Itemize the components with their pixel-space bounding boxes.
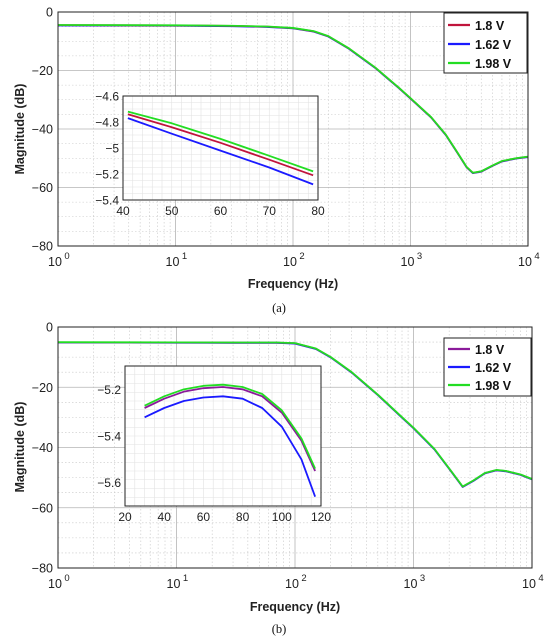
- inset-y-tick-label: −5.4: [95, 194, 119, 208]
- chart-b-inset-ticks: −5.2 −5.4 −5.6 20 40 60 80 100 120: [97, 383, 331, 524]
- chart-b-ylabel: Magnitude (dB): [13, 402, 27, 493]
- inset-x-tick-label: 80: [236, 510, 250, 524]
- inset-y-tick-label: −5.4: [97, 430, 121, 444]
- y-tick-label: −40: [32, 123, 53, 137]
- inset-y-tick-label: −4.8: [95, 116, 119, 130]
- chart-a-legend: 1.8 V 1.62 V 1.98 V: [443, 12, 528, 74]
- chart-a-lines: [57, 24, 529, 175]
- x-tick-label: 10: [48, 577, 62, 591]
- x-tick-exponent: 4: [534, 251, 539, 262]
- inset-x-tick-label: 60: [197, 510, 211, 524]
- inset-x-tick-label: 20: [118, 510, 132, 524]
- x-tick-label: 10: [285, 577, 299, 591]
- inset-x-tick-label: 40: [158, 510, 172, 524]
- chart-a-ylabel: Magnitude (dB): [13, 84, 27, 175]
- inset-x-tick-label: 70: [263, 204, 277, 218]
- chart-b-frame: [57, 326, 533, 569]
- x-tick-label: 10: [401, 255, 415, 269]
- x-tick-exponent: 4: [538, 573, 543, 584]
- inset-x-tick-label: 80: [311, 204, 325, 218]
- legend-a-label-1: 1.8 V: [475, 19, 505, 33]
- inset-x-tick-label: 40: [116, 204, 130, 218]
- y-tick-label: −20: [32, 64, 53, 78]
- inset-y-tick-label: −5.6: [97, 476, 121, 490]
- x-tick-exponent: 0: [64, 251, 69, 262]
- chart-b-xlabel: Frequency (Hz): [250, 600, 340, 614]
- chart-b-caption: (b): [272, 622, 287, 636]
- inset-x-tick-label: 50: [165, 204, 179, 218]
- x-tick-exponent: 2: [301, 573, 306, 584]
- x-tick-exponent: 3: [420, 573, 425, 584]
- x-tick-label: 10: [518, 255, 532, 269]
- inset-y-tick-label: −4.6: [95, 90, 119, 104]
- inset-x-tick-label: 120: [311, 510, 331, 524]
- chart-b-inset-lines: [144, 383, 316, 497]
- chart-a-inset-lines: [127, 110, 314, 186]
- inset-series-line-2: [144, 395, 316, 497]
- y-tick-label: −60: [32, 501, 53, 515]
- inset-series-line-1: [127, 113, 314, 177]
- inset-y-tick-label: −5: [105, 142, 119, 156]
- legend-b-label-3: 1.98 V: [475, 379, 512, 393]
- inset-series-line-3: [127, 110, 314, 173]
- x-tick-label: 10: [522, 577, 536, 591]
- legend-b-label-1: 1.8 V: [475, 343, 505, 357]
- y-tick-label: −40: [32, 441, 53, 455]
- x-tick-exponent: 1: [183, 573, 188, 584]
- chart-a-inset-ticks: −4.6 −4.8 −5 −5.2 −5.440 50 60 70 80: [95, 90, 325, 219]
- x-tick-label: 10: [283, 255, 297, 269]
- chart-a-inset-frame: [122, 95, 319, 201]
- inset-series-line-2: [127, 117, 314, 186]
- x-tick-exponent: 3: [417, 251, 422, 262]
- chart-a-frame: [57, 11, 529, 247]
- chart-b-lines: [57, 341, 533, 488]
- chart-b-inset-frame: [124, 365, 322, 507]
- y-tick-label: −20: [32, 381, 53, 395]
- x-tick-label: 10: [166, 255, 180, 269]
- x-tick-exponent: 2: [299, 251, 304, 262]
- y-tick-label: −80: [32, 240, 53, 254]
- chart-a-xlabel: Frequency (Hz): [248, 277, 338, 291]
- y-tick-label: −80: [32, 562, 53, 576]
- inset-x-tick-label: 100: [272, 510, 292, 524]
- inset-y-tick-label: −5.2: [95, 168, 119, 182]
- chart-b-inset: −5.2 −5.4 −5.6 20 40 60 80 100 120: [97, 365, 331, 524]
- inset-series-line-1: [144, 386, 316, 472]
- x-tick-exponent: 0: [64, 573, 69, 584]
- legend-a-label-3: 1.98 V: [475, 57, 512, 71]
- legend-a-label-2: 1.62 V: [475, 38, 512, 52]
- y-tick-label: −60: [32, 181, 53, 195]
- legend-b-label-2: 1.62 V: [475, 361, 512, 375]
- inset-y-tick-label: −5.2: [97, 383, 121, 397]
- x-tick-label: 10: [167, 577, 181, 591]
- chart-a-inset: −4.6 −4.8 −5 −5.2 −5.440 50 60 70 80: [95, 90, 325, 219]
- chart-a-inset-grid: [122, 95, 319, 201]
- chart-b-legend: 1.8 V 1.62 V 1.98 V: [443, 337, 532, 397]
- y-tick-label: 0: [46, 321, 53, 335]
- series-line-3: [57, 24, 529, 174]
- x-tick-label: 10: [48, 255, 62, 269]
- x-tick-label: 10: [404, 577, 418, 591]
- inset-series-line-3: [144, 383, 316, 470]
- y-tick-label: 0: [46, 6, 53, 20]
- inset-x-tick-label: 60: [214, 204, 228, 218]
- x-tick-exponent: 1: [182, 251, 187, 262]
- series-line-3: [57, 341, 533, 488]
- chart-a-caption: (a): [272, 301, 286, 315]
